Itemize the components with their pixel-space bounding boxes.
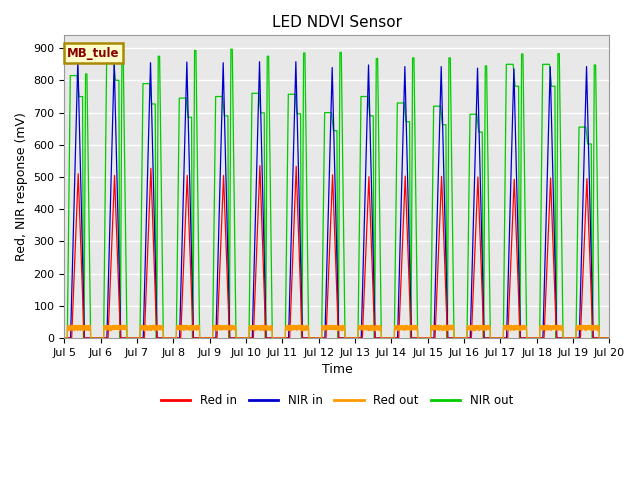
NIR out [61, 335, 68, 341]
Red in [266, 335, 274, 341]
Red in [305, 335, 312, 341]
Red out [544, 322, 552, 328]
NIR in [74, 57, 82, 63]
NIR in [601, 335, 609, 341]
NIR out [227, 46, 235, 52]
Red in [190, 335, 198, 341]
Red out [61, 335, 68, 341]
NIR out [601, 335, 609, 341]
Red out [266, 324, 274, 330]
Red out [193, 327, 200, 333]
NIR in [193, 335, 200, 341]
Text: MB_tule: MB_tule [67, 47, 120, 60]
Red in [605, 335, 613, 341]
Line: NIR in: NIR in [65, 60, 609, 338]
NIR out [187, 114, 195, 120]
Red out [305, 335, 312, 341]
Line: NIR out: NIR out [65, 49, 609, 338]
Red out [187, 327, 195, 333]
Red in [256, 163, 264, 168]
NIR in [266, 335, 274, 341]
NIR in [61, 335, 68, 341]
Red in [187, 276, 195, 282]
Red in [601, 335, 609, 341]
Legend: Red in, NIR in, Red out, NIR out: Red in, NIR in, Red out, NIR out [156, 389, 518, 412]
NIR out [305, 335, 312, 341]
NIR in [305, 335, 312, 341]
X-axis label: Time: Time [321, 363, 352, 376]
NIR out [190, 173, 198, 179]
Red out [601, 335, 609, 341]
Title: LED NDVI Sensor: LED NDVI Sensor [272, 15, 402, 30]
Red in [193, 335, 200, 341]
NIR out [266, 152, 274, 158]
NIR in [605, 335, 613, 341]
Red out [190, 327, 198, 333]
NIR in [190, 335, 198, 341]
NIR in [187, 236, 195, 241]
Red in [61, 335, 68, 341]
NIR out [193, 105, 200, 111]
Line: Red in: Red in [65, 166, 609, 338]
NIR out [605, 335, 613, 341]
Y-axis label: Red, NIR response (mV): Red, NIR response (mV) [15, 112, 28, 261]
Red out [605, 335, 613, 341]
Line: Red out: Red out [65, 325, 609, 338]
